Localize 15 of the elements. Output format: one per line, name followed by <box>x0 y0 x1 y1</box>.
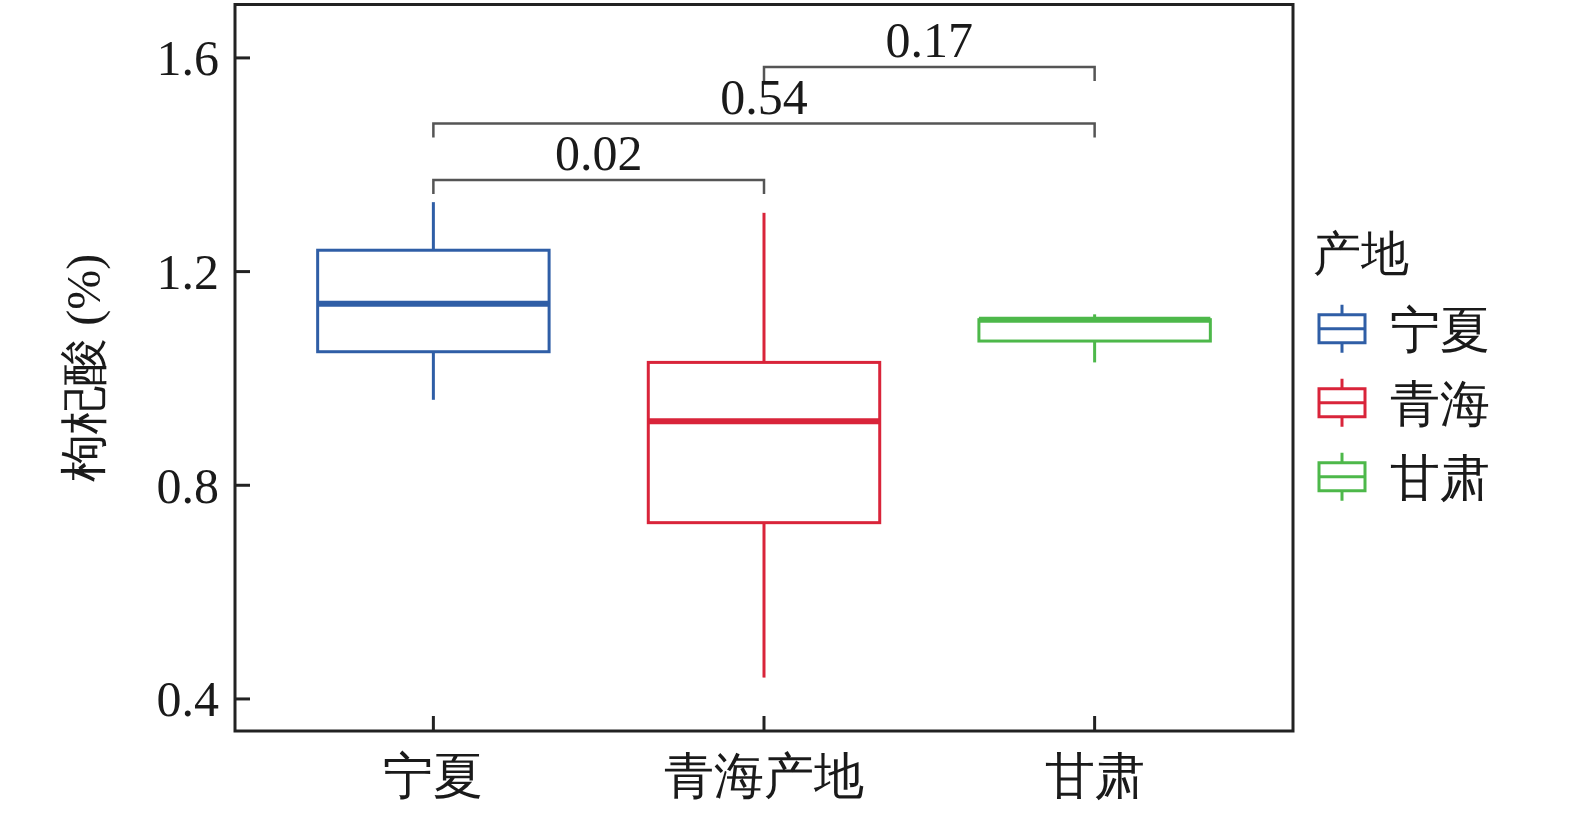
y-tick-label: 0.8 <box>156 457 219 514</box>
y-axis-title: 枸杞酸 (%) <box>57 253 111 482</box>
legend-title: 产地 <box>1313 226 1409 280</box>
y-tick-label: 1.6 <box>156 30 219 87</box>
y-tick-label: 1.2 <box>156 244 219 301</box>
annotation: 0.17 <box>885 12 974 68</box>
legend-label: 宁夏 <box>1390 301 1490 358</box>
x-tick-label: 青海产地 <box>664 748 864 804</box>
y-tick-label: 0.4 <box>156 671 219 728</box>
annotation: 0.02 <box>554 125 643 181</box>
legend-label: 甘肃 <box>1390 449 1490 506</box>
x-tick-label: 宁夏 <box>383 748 484 804</box>
legend-label: 青海 <box>1390 375 1490 432</box>
x-tick-label: 甘肃 <box>1044 748 1145 804</box>
annotation: 0.54 <box>720 68 808 125</box>
